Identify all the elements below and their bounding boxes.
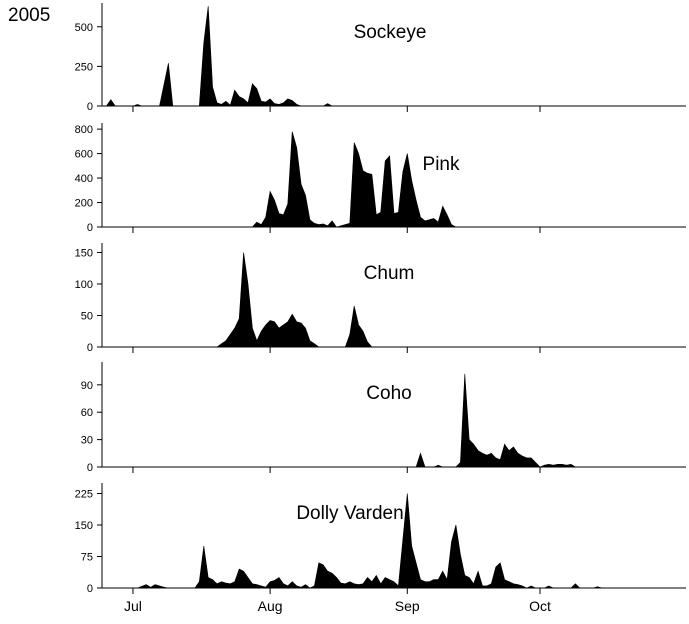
- panel-title: Sockeye: [354, 22, 427, 43]
- series-area: [137, 493, 602, 589]
- panel-chum: 0 50 100 150 Chum: [75, 243, 686, 354]
- series-area: [216, 252, 373, 348]
- x-tick-label: Jul: [124, 598, 142, 614]
- y-tick-label: 0: [87, 462, 93, 474]
- y-tick-label: 600: [75, 149, 93, 161]
- x-tick-label: Oct: [529, 598, 551, 614]
- y-tick-label: 225: [75, 489, 93, 501]
- y-tick-label: 400: [75, 173, 93, 185]
- y-tick-label: 0: [87, 222, 93, 234]
- panel-dolly-varden: 0 75 150 225 Dolly Varden: [75, 483, 686, 595]
- y-tick-label: 90: [81, 380, 93, 392]
- y-tick-label: 75: [81, 552, 93, 564]
- y-tick-label: 100: [75, 279, 93, 291]
- y-tick-label: 250: [75, 61, 93, 73]
- y-tick-label: 150: [75, 520, 93, 532]
- series-area: [251, 131, 457, 228]
- y-tick-label: 0: [87, 583, 93, 595]
- panel-title: Chum: [364, 263, 415, 284]
- panel-title: Pink: [423, 154, 460, 175]
- y-tick-label: 0: [87, 101, 93, 113]
- year-label: 2005: [8, 5, 51, 26]
- x-tick-label: Aug: [258, 598, 283, 614]
- panel-pink: 0 200 400 600 800 Pink: [75, 123, 686, 234]
- y-tick-label: 150: [75, 247, 93, 259]
- panel-sockeye: 0 250 500 Sockeye: [75, 3, 686, 113]
- series-area: [415, 373, 577, 468]
- panel-title: Coho: [366, 383, 411, 404]
- x-tick-label: Sep: [395, 598, 420, 614]
- panel-title: Dolly Varden: [296, 503, 403, 524]
- y-tick-label: 50: [81, 310, 93, 322]
- series-area: [105, 6, 333, 107]
- y-tick-label: 200: [75, 198, 93, 210]
- panel-coho: 0 30 60 90 Coho: [81, 362, 686, 474]
- y-tick-label: 30: [81, 435, 93, 447]
- y-tick-label: 800: [75, 124, 93, 136]
- y-tick-label: 500: [75, 22, 93, 34]
- y-tick-label: 60: [81, 407, 93, 419]
- y-tick-label: 0: [87, 342, 93, 354]
